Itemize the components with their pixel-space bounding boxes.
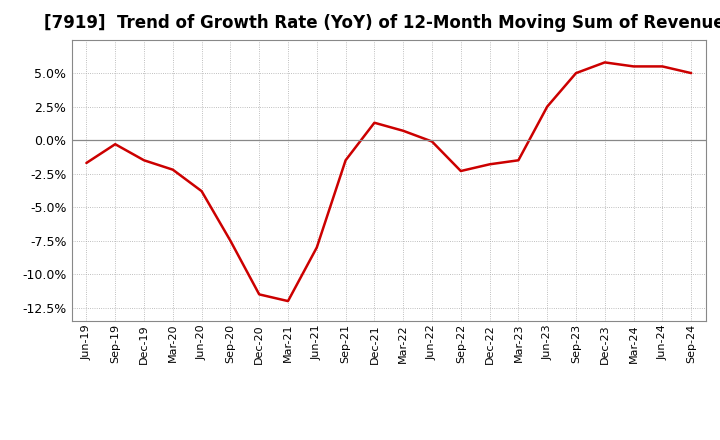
Title: [7919]  Trend of Growth Rate (YoY) of 12-Month Moving Sum of Revenues: [7919] Trend of Growth Rate (YoY) of 12-…	[43, 15, 720, 33]
